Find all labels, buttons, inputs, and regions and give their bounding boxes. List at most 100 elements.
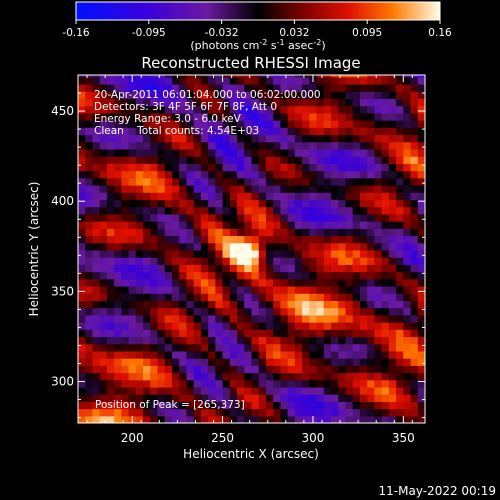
heatmap-cell — [302, 98, 310, 107]
heatmap-cell — [114, 379, 122, 388]
heatmap-cell — [302, 365, 310, 374]
heatmap-cell — [381, 148, 390, 157]
heatmap-cell — [403, 75, 412, 78]
heatmap-cell — [135, 314, 144, 323]
heatmap-cell — [78, 415, 86, 423]
heatmap-cell — [316, 264, 325, 273]
heatmap-cell — [215, 127, 224, 136]
heatmap-cell — [99, 415, 108, 423]
heatmap-cell — [143, 91, 151, 100]
heatmap-cell — [157, 408, 166, 417]
peak-position-label: Position of Peak = [265,373] — [95, 399, 245, 411]
heatmap-cell — [179, 300, 188, 309]
heatmap-cell — [417, 98, 425, 107]
heatmap-cell — [164, 350, 173, 359]
heatmap-cell — [244, 199, 253, 208]
heatmap-cell — [150, 401, 159, 410]
heatmap-cell — [331, 343, 339, 352]
heatmap-cell — [396, 75, 404, 78]
heatmap-cell — [128, 120, 137, 128]
heatmap-cell — [121, 343, 130, 352]
heatmap-cell — [78, 221, 86, 229]
heatmap-cell — [265, 278, 274, 287]
heatmap-cell — [417, 112, 425, 121]
heatmap-cell — [352, 206, 361, 215]
heatmap-cell — [417, 134, 425, 143]
heatmap-cell — [171, 300, 180, 309]
heatmap-cell — [150, 343, 159, 352]
heatmap-cell — [388, 343, 397, 352]
heatmap-cell — [99, 379, 108, 388]
heatmap-cell — [135, 199, 144, 208]
heatmap-cell — [150, 264, 159, 273]
heatmap-cell — [374, 228, 383, 237]
heatmap-cell — [345, 156, 354, 164]
heatmap-cell — [128, 91, 137, 100]
heatmap-cell — [338, 206, 347, 215]
heatmap-cell — [345, 228, 354, 237]
heatmap-cell — [258, 278, 267, 287]
heatmap-cell — [200, 365, 209, 374]
heatmap-cell — [237, 76, 245, 85]
heatmap-cell — [200, 213, 209, 222]
heatmap-cell — [85, 184, 94, 193]
heatmap-cell — [114, 75, 122, 78]
heatmap-cell — [280, 120, 289, 128]
heatmap-cell — [157, 76, 166, 85]
heatmap-cell — [403, 307, 412, 316]
heatmap-cell — [150, 192, 159, 201]
heatmap-cell — [410, 170, 419, 179]
heatmap-cell — [331, 329, 339, 338]
heatmap-cell — [388, 199, 397, 208]
heatmap-cell — [106, 163, 115, 172]
heatmap-cell — [417, 235, 425, 244]
heatmap-cell — [403, 379, 412, 388]
heatmap-cell — [287, 206, 296, 215]
heatmap-cell — [78, 249, 86, 258]
heatmap-cell — [222, 156, 231, 164]
heatmap-cell — [78, 314, 86, 323]
heatmap-cell — [287, 386, 296, 395]
heatmap-cell — [258, 235, 267, 244]
heatmap-cell — [345, 408, 354, 417]
heatmap-cell — [294, 213, 303, 222]
heatmap-cell — [287, 379, 296, 388]
heatmap-cell — [85, 401, 94, 410]
heatmap-cell — [106, 242, 115, 251]
heatmap-cell — [280, 76, 289, 85]
heatmap-cell — [200, 170, 209, 179]
heatmap-cell — [345, 358, 354, 366]
heatmap-cell — [367, 105, 375, 114]
heatmap-cell — [258, 300, 267, 309]
heatmap-cell — [352, 322, 361, 330]
heatmap-cell — [381, 112, 390, 121]
heatmap-cell — [331, 307, 339, 316]
heatmap-cell — [200, 394, 209, 402]
heatmap-cell — [150, 84, 159, 92]
heatmap-cell — [374, 127, 383, 136]
heatmap-cell — [114, 127, 122, 136]
heatmap-cell — [157, 98, 166, 107]
heatmap-cell — [106, 293, 115, 301]
heatmap-cell — [352, 264, 361, 273]
heatmap-cell — [388, 177, 397, 186]
heatmap-cell — [99, 307, 108, 316]
heatmap-cell — [215, 163, 224, 172]
heatmap-cell — [287, 148, 296, 157]
heatmap-cell — [309, 343, 318, 352]
heatmap-cell — [316, 156, 325, 164]
heatmap-cell — [171, 249, 180, 258]
heatmap-cell — [215, 199, 224, 208]
heatmap-cell — [388, 293, 397, 301]
heatmap-cell — [374, 372, 383, 381]
heatmap-cell — [251, 249, 260, 258]
heatmap-cell — [265, 206, 274, 215]
heatmap-cell — [150, 148, 159, 157]
heatmap-cell — [171, 221, 180, 229]
heatmap-cell — [403, 401, 412, 410]
heatmap-cell — [338, 184, 347, 193]
heatmap-cell — [164, 199, 173, 208]
heatmap-cell — [367, 134, 375, 143]
heatmap-cell — [251, 394, 260, 402]
heatmap-cell — [186, 314, 195, 323]
